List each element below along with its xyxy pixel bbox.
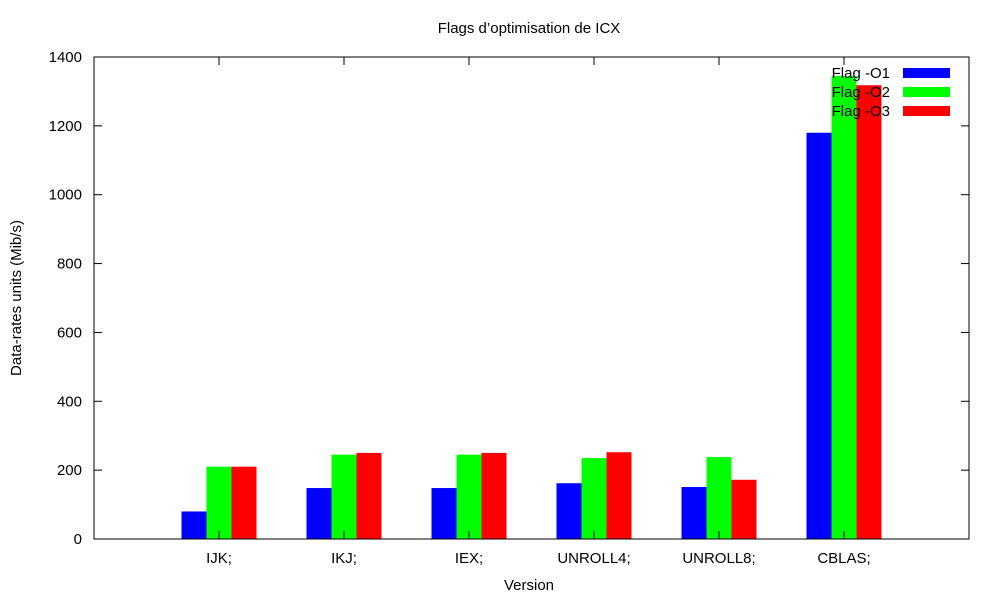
- bars-layer: [181, 75, 882, 539]
- y-tick-label: 1000: [49, 187, 82, 204]
- bar-flag-o2-cblas: [831, 75, 857, 539]
- y-tick-label: 600: [57, 324, 82, 341]
- x-tick-label: IKJ;: [331, 550, 357, 567]
- axes-layer: 0 200 400 600 800 1000 1200 1400 IJK; IKJ; IEX; UNR…: [49, 49, 970, 567]
- plot-frame: [93, 56, 970, 540]
- y-tick-label: 200: [57, 462, 82, 479]
- bar-flag-o1-iex: [431, 488, 457, 539]
- bar-flag-o3-unroll4: [606, 452, 632, 539]
- bar-flag-o2-ijk: [206, 466, 232, 539]
- y-tick-label: 1400: [49, 49, 82, 66]
- bar-flag-o1-ikj: [306, 488, 332, 539]
- legend-label: Flag -O3: [832, 103, 890, 120]
- bar-flag-o3-unroll8: [731, 479, 757, 539]
- legend-label: Flag -O2: [832, 84, 890, 101]
- chart-title: Flags d’optimisation de ICX: [438, 20, 621, 37]
- bar-flag-o2-iex: [456, 454, 482, 539]
- bar-flag-o1-cblas: [806, 132, 832, 539]
- x-tick-label: UNROLL4;: [557, 550, 630, 567]
- y-tick-label: 0: [74, 531, 82, 548]
- x-tick-label: IJK;: [206, 550, 232, 567]
- y-tick-label: 1200: [49, 118, 82, 135]
- legend-swatch: [903, 87, 950, 97]
- bar-flag-o3-iex: [481, 452, 507, 539]
- x-tick-label: CBLAS;: [817, 550, 870, 567]
- legend: Flag -O1 Flag -O2 Flag -O3: [832, 65, 950, 120]
- y-tick-label: 800: [57, 256, 82, 273]
- legend-label: Flag -O1: [832, 65, 890, 82]
- bar-flag-o2-ikj: [331, 454, 357, 539]
- bar-flag-o1-unroll8: [681, 487, 707, 539]
- y-axis-title: Data-rates units (Mib/s): [8, 220, 25, 376]
- bar-flag-o1-unroll4: [556, 483, 582, 539]
- bar-flag-o3-cblas: [856, 85, 882, 539]
- bar-flag-o2-unroll4: [581, 458, 607, 539]
- x-axis-title: Version: [504, 577, 554, 594]
- bar-flag-o3-ijk: [231, 466, 257, 539]
- x-tick-label: IEX;: [455, 550, 483, 567]
- y-tick-label: 400: [57, 393, 82, 410]
- legend-swatch: [903, 106, 950, 116]
- bar-flag-o1-ijk: [181, 511, 207, 539]
- bar-flag-o2-unroll8: [706, 457, 732, 539]
- legend-swatch: [903, 68, 950, 78]
- x-tick-label: UNROLL8;: [682, 550, 755, 567]
- bar-flag-o3-ikj: [356, 452, 382, 539]
